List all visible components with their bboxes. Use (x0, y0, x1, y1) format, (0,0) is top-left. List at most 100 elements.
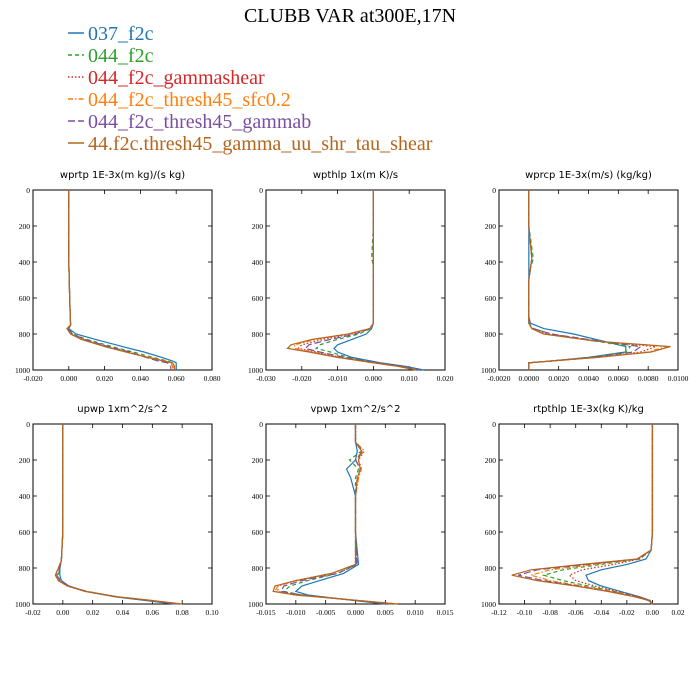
x-tick-label: 0.000 (60, 374, 77, 383)
y-tick-label: 1000 (15, 600, 30, 609)
y-tick-label: 200 (252, 222, 264, 231)
x-tick-label: -0.005 (316, 608, 336, 617)
x-tick-label: 0.010 (401, 374, 418, 383)
x-tick-label: 0.040 (132, 374, 149, 383)
y-tick-label: 800 (19, 564, 31, 573)
y-tick-label: 800 (252, 564, 264, 573)
x-tick-label: 0.0000 (519, 374, 540, 383)
plot-frame (32, 189, 213, 371)
x-tick-label: 0.000 (347, 608, 364, 617)
x-tick-label: 0.10 (205, 608, 218, 617)
y-tick-label: 600 (485, 528, 497, 537)
y-tick-label: 200 (485, 222, 497, 231)
panel-title: vpwp 1xm^2/s^2 (310, 404, 400, 415)
y-tick-label: 400 (252, 492, 264, 501)
panels: wprtp 1E-3x(m kg)/(s kg)-0.020 0.000 0.020… (15, 170, 689, 617)
figure-title: CLUBB VAR at300E,17N (244, 5, 456, 27)
y-tick-label: 1000 (481, 366, 496, 375)
x-tick-label: -0.010 (286, 608, 306, 617)
x-tick-label: 0.06 (146, 608, 159, 617)
x-tick-label: 0.0100 (668, 374, 689, 383)
y-tick-label: 0 (492, 420, 496, 429)
series-line (286, 190, 417, 371)
x-tick-label: 0.08 (176, 608, 189, 617)
panel-title: wpthlp 1x(m K)/s (313, 170, 398, 181)
series-line (297, 190, 417, 371)
chart-panel: wprtp 1E-3x(m kg)/(s kg) -0.020 0.000 0.020… (15, 170, 221, 383)
x-tick-label: 0.020 (437, 374, 454, 383)
x-tick-label: -0.0020 (487, 374, 510, 383)
x-tick-label: 0.0060 (608, 374, 629, 383)
y-tick-label: 600 (19, 528, 31, 537)
x-tick-label: -0.04 (593, 608, 609, 617)
legend-label: 044_f2c_gammashear (88, 67, 265, 89)
y-tick-label: 600 (485, 294, 497, 303)
x-tick-label: 0.0020 (548, 374, 569, 383)
legend: 037_f2c 044_f2c 044_f2c_gammashear 044_f… (68, 23, 433, 155)
x-tick-label: 0.04 (116, 608, 129, 617)
chart-panel: wprcp 1E-3x(m/s) (kg/kg) -0.0020 0.0000 0.0… (481, 170, 689, 383)
y-tick-label: 200 (252, 456, 264, 465)
panel-title: wprcp 1E-3x(m/s) (kg/kg) (525, 170, 652, 181)
x-tick-label: -0.010 (328, 374, 348, 383)
plot-frame (265, 189, 446, 371)
x-tick-label: 0.000 (365, 374, 382, 383)
legend-entry: 44.f2c.thresh45_gamma_uu_shr_tau_shear (68, 133, 433, 155)
y-tick-label: 600 (19, 294, 31, 303)
y-tick-label: 400 (485, 492, 497, 501)
y-tick-label: 0 (259, 186, 263, 195)
plot-frame (498, 423, 679, 605)
legend-entry: 044_f2c_thresh45_sfc0.2 (68, 89, 291, 111)
y-tick-label: 400 (252, 258, 264, 267)
legend-label: 44.f2c.thresh45_gamma_uu_shr_tau_shear (88, 133, 433, 155)
y-tick-label: 1000 (248, 600, 263, 609)
y-tick-label: 1000 (248, 366, 263, 375)
series-line (54, 424, 183, 605)
legend-label: 044_f2c (88, 45, 154, 67)
chart-panel: rtpthlp 1E-3x(kg K)/kg -0.12 -0.10 -0.08 -0.… (481, 404, 685, 617)
panel-title: upwp 1xm^2/s^2 (77, 404, 167, 415)
y-tick-label: 0 (259, 420, 263, 429)
series-line (528, 190, 671, 370)
x-tick-label: -0.015 (256, 608, 276, 617)
legend-entry: 044_f2c (68, 45, 154, 67)
y-tick-label: 800 (485, 330, 497, 339)
y-tick-label: 400 (19, 258, 31, 267)
y-tick-label: 1000 (15, 366, 30, 375)
y-tick-label: 400 (19, 492, 31, 501)
y-tick-label: 200 (19, 222, 31, 231)
y-tick-label: 0 (492, 186, 496, 195)
x-tick-label: -0.020 (23, 374, 43, 383)
y-tick-label: 400 (485, 258, 497, 267)
legend-label: 044_f2c_thresh45_sfc0.2 (88, 89, 291, 111)
y-tick-label: 800 (485, 564, 497, 573)
x-tick-label: 0.060 (168, 374, 185, 383)
series-line (66, 190, 176, 370)
x-tick-label: 0.00 (646, 608, 659, 617)
legend-entry: 037_f2c (68, 23, 154, 45)
x-tick-label: 0.0040 (578, 374, 599, 383)
x-tick-label: 0.015 (437, 608, 454, 617)
x-tick-label: 0.080 (204, 374, 221, 383)
y-tick-label: 800 (252, 330, 264, 339)
x-tick-label: 0.0080 (638, 374, 659, 383)
x-tick-label: 0.020 (96, 374, 113, 383)
x-tick-label: 0.00 (56, 608, 69, 617)
panel-title: rtpthlp 1E-3x(kg K)/kg (533, 404, 644, 415)
legend-entry: 044_f2c_gammashear (68, 67, 265, 89)
series-line (272, 424, 398, 605)
y-tick-label: 200 (19, 456, 31, 465)
x-tick-label: -0.030 (256, 374, 276, 383)
chart-panel: upwp 1xm^2/s^2 -0.02 0.00 0.02 0.04 0.06 0.08 0… (15, 404, 219, 617)
x-tick-label: -0.12 (491, 608, 507, 617)
x-tick-label: -0.06 (568, 608, 584, 617)
y-tick-label: 800 (19, 330, 31, 339)
chart-panel: wpthlp 1x(m K)/s -0.030 -0.020 -0.010 0.000 0… (248, 170, 454, 383)
x-tick-label: -0.02 (619, 608, 635, 617)
y-tick-label: 200 (485, 456, 497, 465)
series-line (511, 424, 654, 605)
legend-entry: 044_f2c_thresh45_gammab (68, 111, 311, 133)
y-tick-label: 600 (252, 528, 264, 537)
legend-label: 037_f2c (88, 23, 154, 45)
